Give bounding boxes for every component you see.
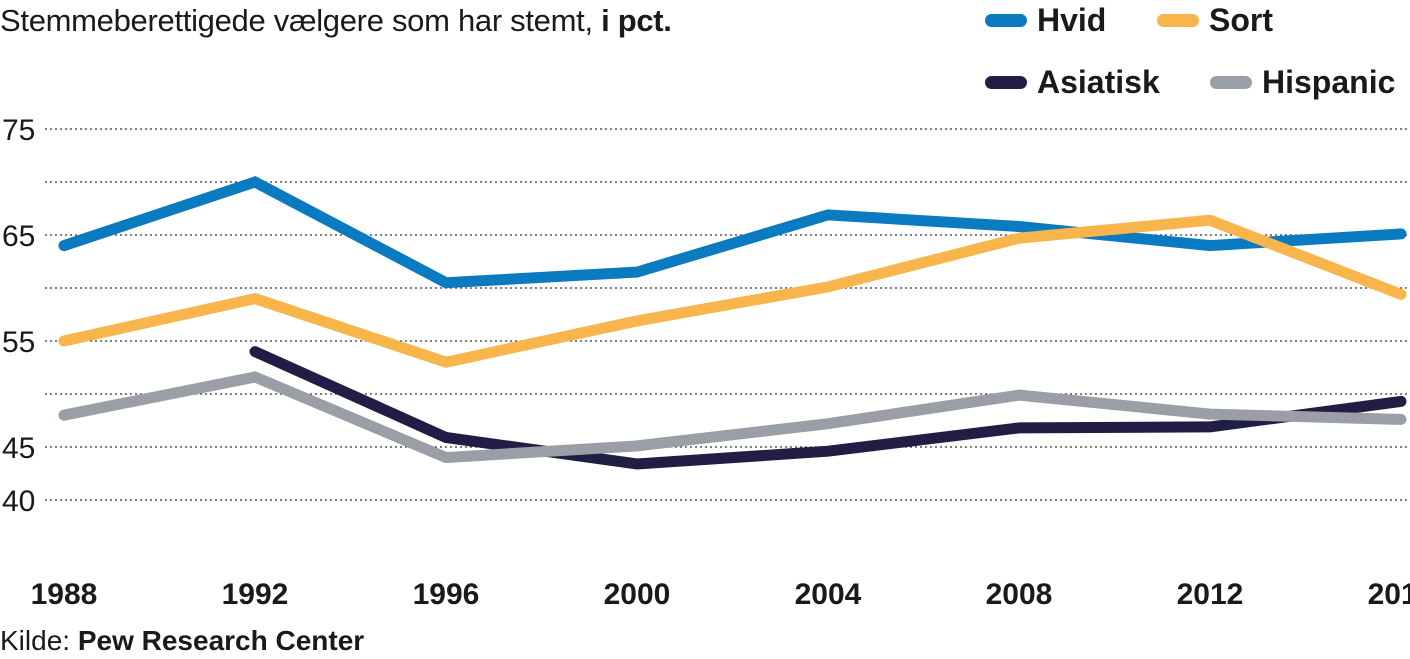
legend-label-hispanic: Hispanic [1262, 64, 1396, 100]
source-name: Pew Research Center [77, 625, 365, 656]
source-label: Kilde: [0, 625, 78, 656]
chart-title: Stemmeberettigede vælgere som har stemt,… [0, 2, 672, 40]
y-tick-label: 65 [2, 220, 35, 253]
x-tick-label: 2008 [986, 578, 1053, 611]
legend-label-hvid: Hvid [1037, 2, 1107, 38]
legend-item-hvid: Hvid [985, 2, 1106, 39]
source-note: Kilde: Pew Research Center [0, 624, 364, 658]
x-tick-label: 1992 [222, 578, 289, 611]
y-tick-label: 40 [2, 485, 35, 518]
legend-item-sort: Sort [1157, 2, 1273, 39]
y-tick-label: 45 [2, 432, 35, 465]
x-tick-label: 2012 [1177, 578, 1244, 611]
x-tick-label: 2000 [604, 578, 671, 611]
y-tick-label: 55 [2, 326, 35, 359]
legend-swatch-hispanic [1210, 76, 1252, 89]
legend-swatch-asiatisk [985, 76, 1027, 89]
x-tick-label: 1996 [413, 578, 480, 611]
legend-label-asiatisk: Asiatisk [1037, 64, 1160, 100]
x-tick-label: 2004 [795, 578, 862, 611]
series-line-sort [58, 214, 1407, 368]
series-line-hispanic [58, 371, 1407, 464]
y-tick-label: 75 [2, 114, 35, 147]
legend-item-hispanic: Hispanic [1210, 64, 1395, 101]
legend-item-asiatisk: Asiatisk [985, 64, 1160, 101]
series-line-asiatisk [249, 346, 1407, 470]
x-tick-label: 2016 [1368, 578, 1410, 611]
series-line-hvid [58, 176, 1407, 289]
x-tick-label: 1988 [31, 578, 98, 611]
legend-label-sort: Sort [1209, 2, 1273, 38]
chart-title-regular: Stemmeberettigede vælgere som har stemt, [0, 3, 602, 38]
legend-swatch-sort [1157, 14, 1199, 27]
chart-title-bold: i pct. [601, 3, 672, 38]
legend-swatch-hvid [985, 14, 1027, 27]
